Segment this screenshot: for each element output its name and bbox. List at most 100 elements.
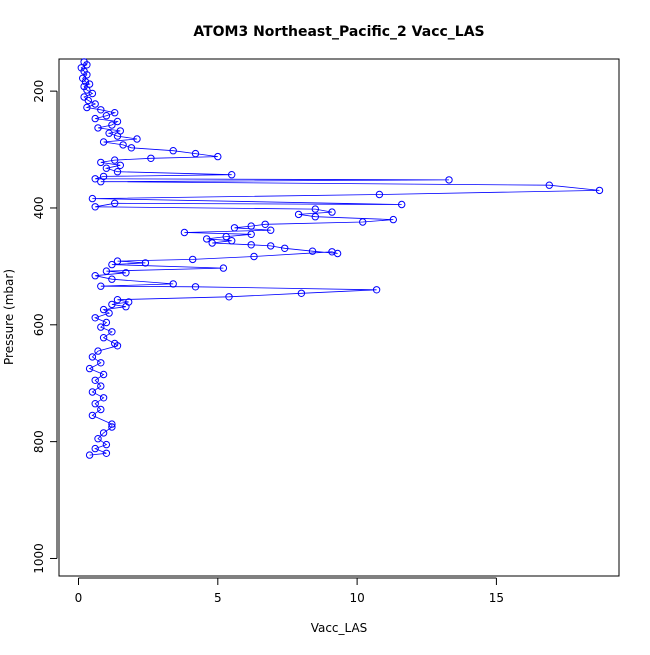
- x-axis-label: Vacc_LAS: [311, 621, 368, 635]
- data-point: [102, 449, 111, 457]
- data-point: [191, 149, 200, 158]
- data-point: [99, 334, 108, 342]
- data-point: [91, 100, 99, 108]
- data-point: [261, 220, 269, 229]
- data-point: [294, 210, 303, 219]
- data-point: [99, 305, 108, 314]
- data-point: [122, 303, 130, 311]
- data-point: [122, 269, 130, 277]
- data-point: [102, 318, 111, 327]
- data-point: [267, 226, 275, 234]
- data-point: [219, 264, 228, 272]
- y-axis: 200 400 600 800 1000: [32, 80, 58, 574]
- data-point: [169, 147, 177, 155]
- data-point: [113, 132, 122, 140]
- x-tick-label: 5: [214, 591, 222, 605]
- data-point: [230, 224, 239, 232]
- data-point: [247, 241, 255, 249]
- data-point: [111, 109, 119, 117]
- data-point: [91, 400, 99, 408]
- data-point: [99, 394, 108, 402]
- data-point: [102, 112, 111, 120]
- data-point: [99, 370, 108, 379]
- data-point: [372, 286, 381, 294]
- y-tick-label: 200: [32, 80, 46, 103]
- data-point: [545, 181, 553, 189]
- data-point: [83, 103, 91, 112]
- data-point: [311, 205, 319, 213]
- y-tick-label: 600: [32, 313, 46, 336]
- data-point: [97, 106, 105, 114]
- data-point: [225, 293, 233, 301]
- data-point: [81, 78, 90, 86]
- data-point: [119, 141, 127, 149]
- data-point: [398, 200, 406, 209]
- x-tick-label: 0: [75, 591, 83, 605]
- data-point: [169, 280, 177, 288]
- data-point: [113, 257, 122, 265]
- data-point: [228, 171, 236, 179]
- data-series: [77, 58, 604, 459]
- data-point: [214, 152, 222, 161]
- data-point: [133, 135, 141, 143]
- y-tick-label: 800: [32, 430, 46, 453]
- data-point: [595, 186, 604, 195]
- data-point: [91, 175, 99, 183]
- data-point: [88, 353, 97, 361]
- data-point: [281, 244, 289, 253]
- data-point: [105, 129, 113, 137]
- data-point: [108, 260, 116, 269]
- data-point: [83, 61, 91, 69]
- data-point: [88, 388, 97, 396]
- data-point: [247, 222, 255, 230]
- data-point: [250, 252, 258, 261]
- data-point: [108, 423, 116, 431]
- data-point: [108, 420, 116, 428]
- data-point: [111, 156, 119, 164]
- data-point: [91, 114, 99, 123]
- data-point: [99, 429, 108, 437]
- data-point: [91, 444, 99, 453]
- data-point: [189, 255, 197, 264]
- data-point: [97, 282, 105, 290]
- data-point: [102, 267, 111, 275]
- data-point: [113, 342, 122, 350]
- data-point: [99, 138, 108, 146]
- data-point: [94, 435, 102, 443]
- data-point: [308, 247, 317, 255]
- data-point: [267, 242, 275, 250]
- data-point: [91, 314, 99, 322]
- data-point: [208, 239, 216, 247]
- data-point: [108, 275, 116, 283]
- data-point: [203, 235, 211, 243]
- data-point: [180, 228, 189, 237]
- data-point: [359, 218, 367, 226]
- chart-title: ATOM3 Northeast_Pacific_2 Vacc_LAS: [193, 24, 484, 40]
- data-point: [113, 296, 122, 304]
- data-point: [147, 154, 155, 163]
- data-point: [84, 96, 93, 105]
- data-point: [222, 232, 230, 241]
- data-point: [97, 405, 105, 414]
- y-axis-label: Pressure (mbar): [2, 269, 16, 365]
- data-point: [97, 382, 105, 390]
- x-axis: 0 5 10 15: [75, 577, 504, 605]
- data-point: [91, 272, 99, 280]
- data-point: [311, 213, 319, 221]
- data-point: [108, 300, 116, 309]
- data-point: [94, 347, 102, 355]
- data-point: [94, 124, 102, 132]
- data-point: [97, 158, 105, 167]
- data-point: [91, 376, 99, 384]
- data-point: [83, 86, 91, 94]
- data-point: [328, 248, 336, 256]
- data-point: [445, 176, 453, 184]
- data-point: [85, 364, 94, 373]
- data-point: [97, 323, 105, 331]
- data-point: [97, 359, 105, 367]
- data-point: [102, 164, 111, 172]
- data-point: [97, 178, 105, 186]
- data-point: [102, 440, 111, 449]
